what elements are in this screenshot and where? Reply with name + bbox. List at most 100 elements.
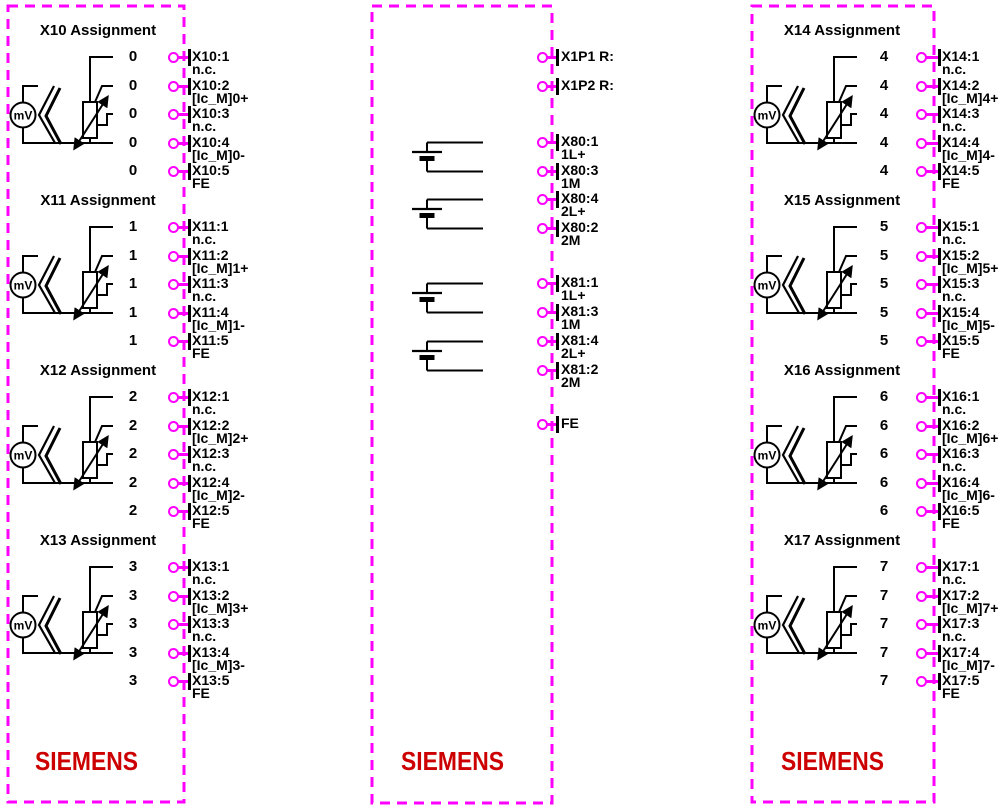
- terminal-pin-tick: [188, 587, 191, 605]
- signal-name: n.c.: [192, 231, 217, 247]
- signal-name: 1M: [561, 175, 581, 191]
- channel-number: 4: [879, 162, 889, 179]
- sensor-symbol: mV: [9, 226, 113, 321]
- schematic-graphic: mV: [752, 51, 862, 162]
- terminal-pin-tick: [938, 474, 941, 492]
- supply-pin-stub: [546, 140, 558, 144]
- connector-icon: [788, 87, 807, 145]
- module-pin-stub: [546, 55, 558, 59]
- terminal-name: X13:5: [192, 671, 230, 688]
- wire: [94, 595, 113, 613]
- supply-pin-tick: [556, 332, 559, 350]
- terminal-name: X14:2: [942, 76, 980, 93]
- schematic-graphic: [400, 281, 500, 322]
- wire: [94, 255, 113, 273]
- terminal-name: X81:3: [561, 302, 599, 319]
- terminal-pin-tick: [938, 332, 941, 350]
- wire: [766, 467, 857, 484]
- block-title: X17 Assignment: [783, 532, 901, 549]
- supply-pin-tick: [556, 303, 559, 321]
- channel-number: 3: [128, 644, 138, 661]
- wire: [22, 467, 113, 484]
- signal-name: [Ic_M]3-: [192, 657, 245, 673]
- channel-number: 0: [128, 162, 138, 179]
- terminal-pin-stub: [925, 509, 940, 513]
- signal-name: FE: [192, 515, 210, 531]
- terminal-pin-tick: [188, 558, 191, 576]
- block-title: X10 Assignment: [39, 22, 157, 39]
- wire: [838, 255, 857, 273]
- signal-name: n.c.: [192, 628, 217, 644]
- signal-name: [Ic_M]1-: [192, 317, 245, 333]
- terminal-pin-tick: [938, 445, 941, 463]
- wire: [89, 566, 113, 612]
- terminal-pin-tick: [938, 48, 941, 66]
- block-title: X13 Assignment: [39, 532, 157, 549]
- wire: [22, 127, 113, 144]
- signal-name: [Ic_M]3+: [192, 600, 249, 616]
- adjust-arrow-icon: [73, 434, 109, 491]
- channel-number: 0: [128, 48, 138, 65]
- mv-label: mV: [758, 449, 777, 463]
- supply-pin-tick: [556, 133, 559, 151]
- block-title: X15 Assignment: [783, 192, 901, 209]
- channel-number: 6: [879, 417, 889, 434]
- channel-number: 7: [879, 558, 889, 575]
- terminal-pin-stub: [925, 395, 940, 399]
- terminal-pin-stub: [925, 452, 940, 456]
- connector-icon: [37, 255, 56, 314]
- terminal-name: X16:2: [942, 416, 980, 433]
- channel-number: 2: [128, 388, 138, 405]
- terminal-pin-tick: [938, 615, 941, 633]
- block-title: X12 Assignment: [39, 362, 157, 379]
- signal-name: [Ic_M]2-: [192, 487, 245, 503]
- battery-icon: [412, 282, 483, 313]
- terminal-pin-stub: [925, 679, 940, 683]
- terminal-pin-stub: [925, 141, 940, 145]
- wire: [841, 623, 857, 636]
- terminal-name: X13:4: [192, 643, 230, 660]
- connector-icon: [788, 597, 807, 655]
- signal-name: [Ic_M]2+: [192, 430, 249, 446]
- supply-pin-tick: [556, 162, 559, 180]
- terminal-name: X15:3: [942, 274, 980, 291]
- wire: [89, 226, 113, 272]
- sensor-symbol: mV: [753, 56, 857, 151]
- connector-icon: [788, 427, 807, 485]
- terminal-name: X12:1: [192, 387, 230, 404]
- terminal-pin-tick: [188, 105, 191, 123]
- sensor-symbol: mV: [753, 396, 857, 491]
- wire: [766, 85, 782, 103]
- signal-name: 2M: [561, 232, 581, 248]
- wire: [833, 396, 857, 442]
- wire: [94, 85, 113, 103]
- terminal-pin-tick: [188, 218, 191, 236]
- channel-number: 4: [879, 77, 889, 94]
- mv-label: mV: [758, 619, 777, 633]
- connector-icon: [44, 257, 63, 315]
- signal-name: 2L+: [561, 203, 586, 219]
- channel-number: 6: [879, 445, 889, 462]
- terminal-pin-stub: [925, 282, 940, 286]
- terminal-name: X16:1: [942, 387, 980, 404]
- signal-name: n.c.: [942, 118, 967, 134]
- supply-pin-stub: [546, 310, 558, 314]
- channel-number: 3: [128, 672, 138, 689]
- sensor-symbol: mV: [753, 226, 857, 321]
- connector-icon: [44, 597, 63, 655]
- wire: [841, 283, 857, 296]
- wire: [766, 127, 857, 144]
- terminal-pin-tick: [938, 275, 941, 293]
- terminal-pin-stub: [177, 169, 190, 173]
- terminal-name: X80:4: [561, 189, 599, 206]
- supply-pin-tick: [556, 274, 559, 292]
- wire: [97, 113, 113, 126]
- terminal-name: X11:4: [192, 303, 229, 320]
- schematic-graphic: mV: [752, 391, 862, 502]
- terminal-name: X12:2: [192, 416, 230, 433]
- module-pin-stub: [546, 84, 558, 88]
- signal-name: n.c.: [942, 61, 967, 77]
- schematic-graphic: [400, 197, 500, 238]
- terminal-name: X10:5: [192, 161, 230, 178]
- terminal-name: X80:1: [561, 132, 599, 149]
